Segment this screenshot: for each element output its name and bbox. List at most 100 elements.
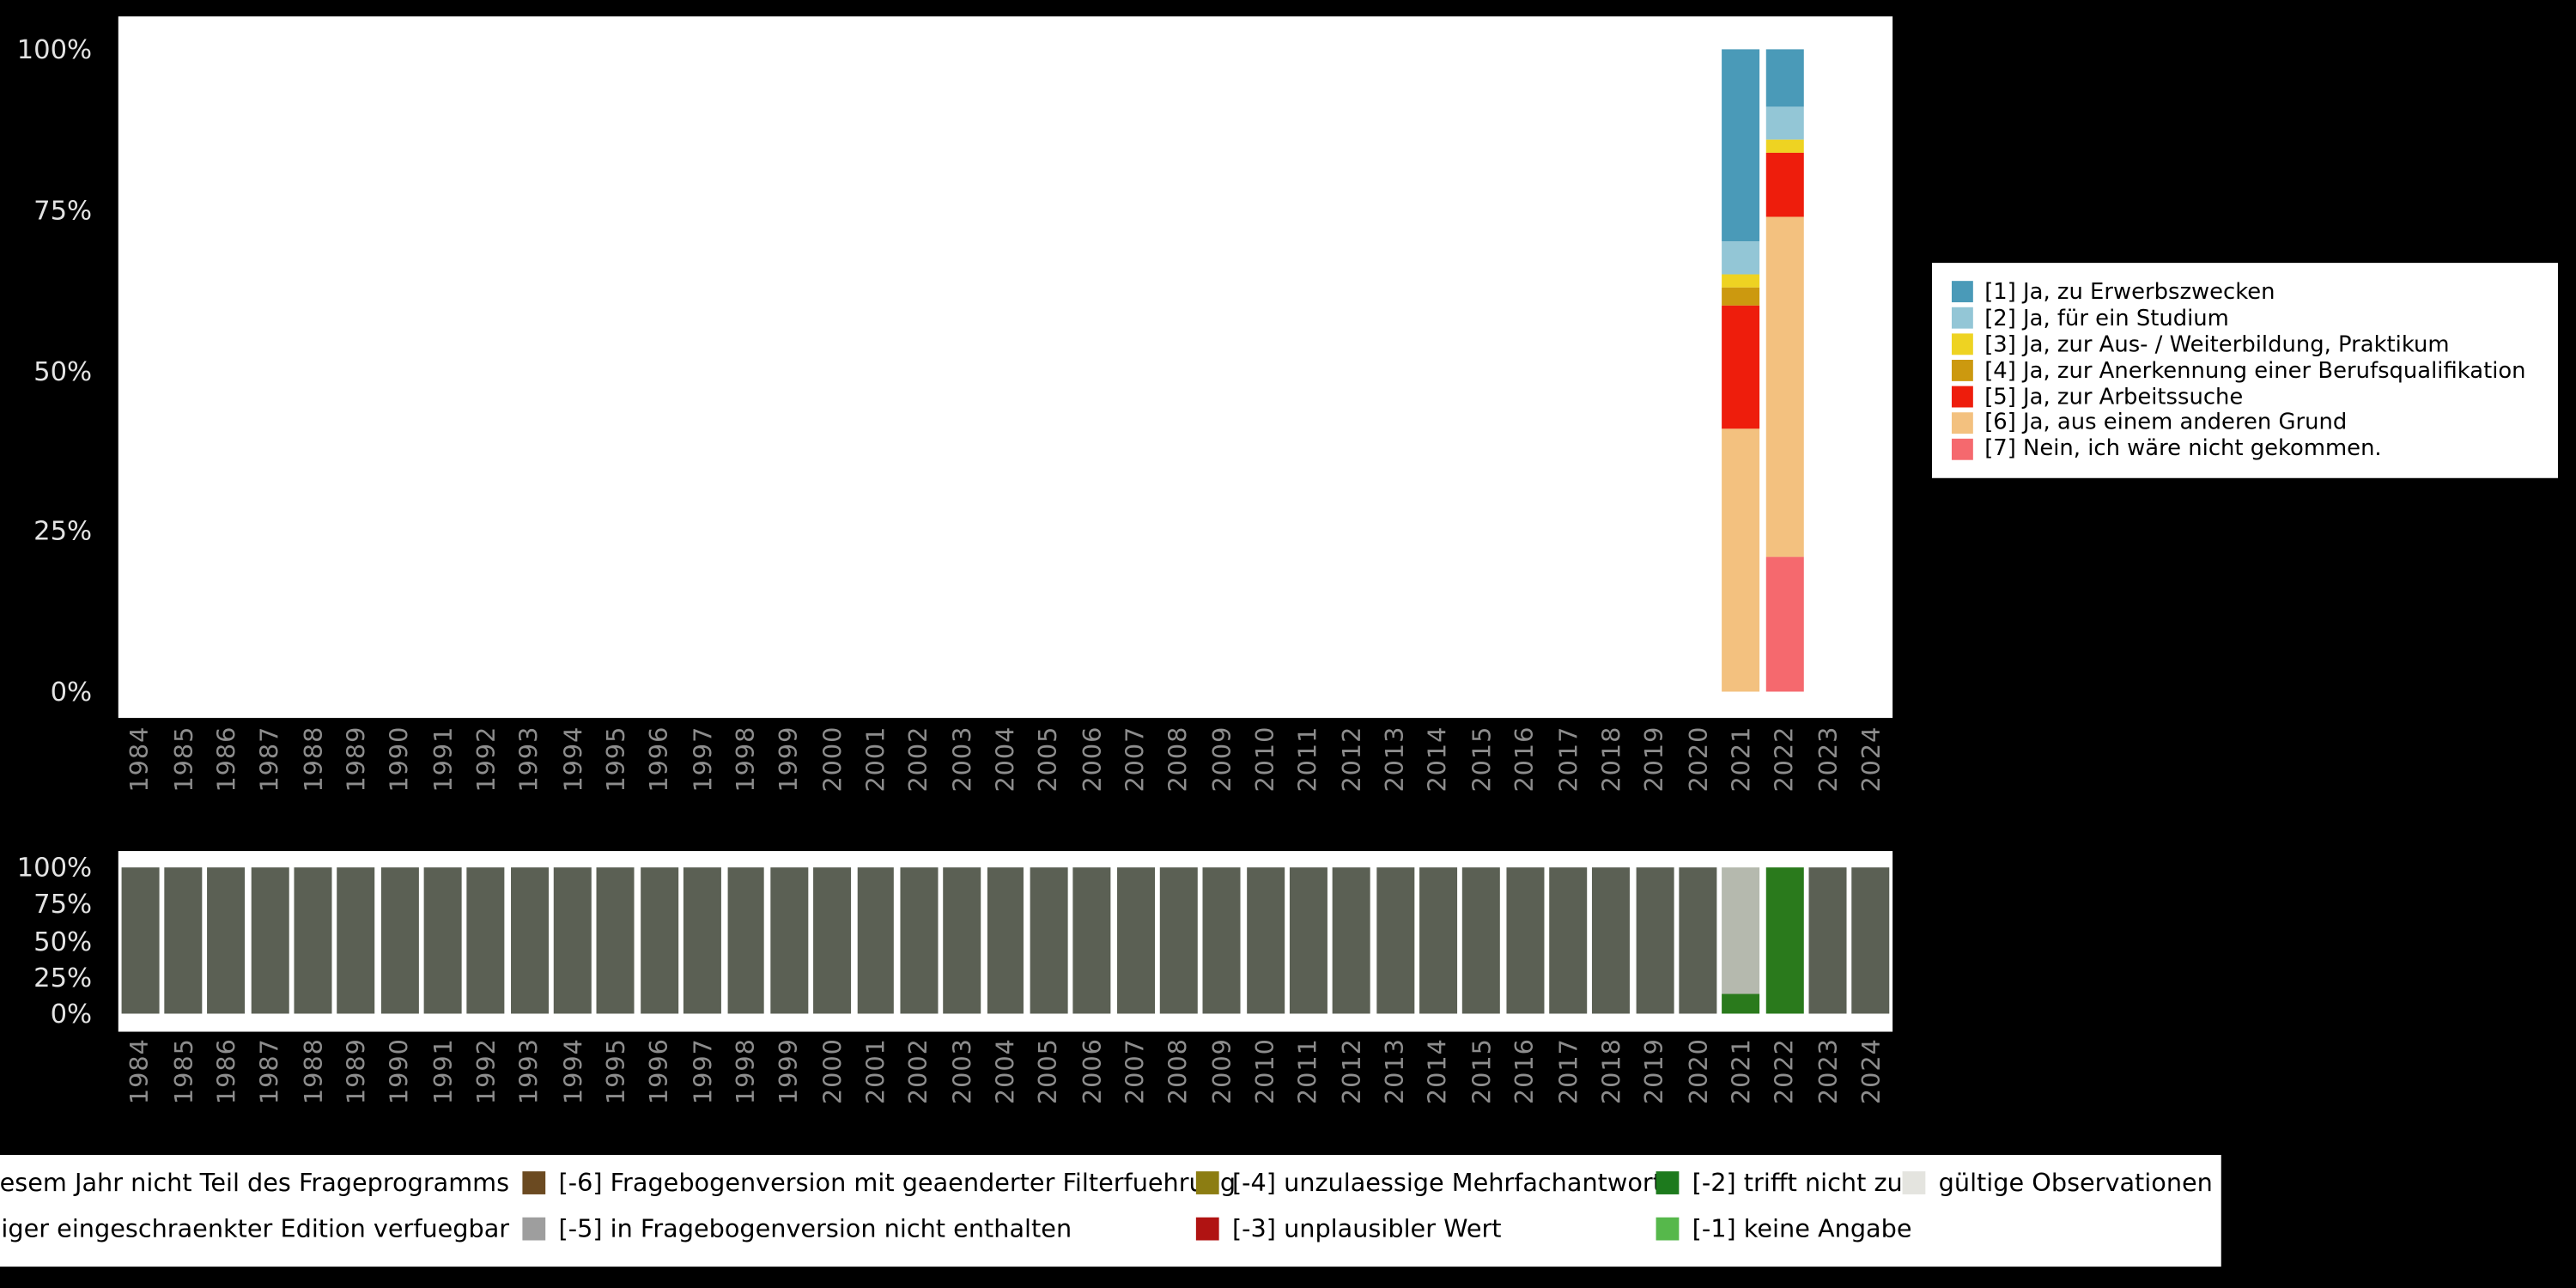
bar-slot-1993: [507, 867, 550, 1013]
x-tick-label: 1988: [298, 726, 327, 793]
legend-item-label: [2] Ja, für ein Studium: [1984, 306, 2229, 332]
x-tick-slot: 1988: [291, 1038, 334, 1130]
x-tick-slot: 1988: [291, 726, 334, 818]
x-tick-slot: 2024: [1850, 1038, 1893, 1130]
x-tick-label: 1997: [688, 1038, 717, 1104]
x-tick-slot: 2020: [1676, 726, 1719, 818]
x-tick-slot: 1992: [465, 726, 507, 818]
bar-slot-2006: [1071, 49, 1114, 691]
bar-slot-2018: [1589, 867, 1632, 1013]
x-tick-label: 2012: [1337, 726, 1366, 793]
bar-slot-2014: [1417, 867, 1460, 1013]
x-tick-label: 2005: [1034, 1038, 1063, 1104]
missings-legend-label: [-3] unplausibler Wert: [1232, 1214, 1502, 1243]
x-tick-label: 1995: [601, 1038, 630, 1104]
bar-segment-notinprogram: [1636, 867, 1674, 1013]
bar-slot-2004: [984, 867, 1027, 1013]
legend-color-swatch-icon: [1952, 360, 1973, 381]
bar-slot-1993: [507, 49, 550, 691]
x-tick-label: 1993: [514, 1038, 544, 1104]
y-tick-label: 25%: [0, 962, 92, 993]
x-tick-slot: 2022: [1763, 1038, 1806, 1130]
stacked-bar-2002: [900, 867, 938, 1013]
bar-segment-1: [1765, 49, 1803, 106]
x-tick-slot: 1991: [422, 726, 465, 818]
x-tick-label: 2014: [1424, 1038, 1453, 1104]
stacked-bar-1984: [121, 867, 159, 1013]
stacked-bar-1989: [337, 867, 375, 1013]
bar-segment-notinprogram: [554, 867, 592, 1013]
bar-segment-3: [1722, 274, 1760, 287]
legend-color-swatch-icon: [1952, 334, 1973, 355]
missings-legend: in diesem Jahr nicht Teil des Frageprogr…: [0, 1155, 2221, 1267]
x-tick-label: 1997: [688, 726, 717, 793]
bar-slot-1999: [768, 867, 811, 1013]
bar-slot-2001: [854, 49, 897, 691]
x-tick-label: 2013: [1380, 1038, 1409, 1104]
stacked-bar-2013: [1376, 867, 1414, 1013]
x-tick-label: 1999: [775, 1038, 804, 1104]
bar-segment-notinprogram: [251, 867, 289, 1013]
bar-slot-1986: [205, 49, 248, 691]
legend-item: [2] Ja, für ein Studium: [1952, 306, 2551, 331]
x-tick-label: 2018: [1596, 1038, 1625, 1104]
legend-color-swatch-icon: [1952, 282, 1973, 303]
missings-bars: [118, 867, 1893, 1013]
bar-slot-1984: [118, 49, 161, 691]
bar-segment-notinprogram: [1290, 867, 1327, 1013]
x-tick-label: 1988: [298, 1038, 327, 1104]
x-tick-slot: 2018: [1589, 726, 1632, 818]
stacked-bar-2012: [1333, 867, 1370, 1013]
bar-slot-2006: [1071, 867, 1114, 1013]
bar-slot-1990: [378, 49, 421, 691]
x-tick-slot: 1986: [205, 1038, 248, 1130]
bar-slot-2005: [1027, 49, 1070, 691]
bar-segment-notinprogram: [1419, 867, 1457, 1013]
bar-segment-notinprogram: [1030, 867, 1067, 1013]
bar-slot-1997: [681, 867, 724, 1013]
bar-segment-notinprogram: [727, 867, 765, 1013]
x-tick-label: 2010: [1250, 1038, 1279, 1104]
bar-slot-1989: [335, 49, 378, 691]
missings-legend-label: [-1] keine Angabe: [1692, 1214, 1912, 1243]
bar-slot-1998: [724, 867, 767, 1013]
x-tick-slot: 2010: [1243, 1038, 1286, 1130]
x-tick-label: 1986: [212, 1038, 241, 1104]
y-tick-label: 100%: [0, 33, 92, 64]
x-tick-label: 1986: [212, 726, 241, 793]
x-tick-label: 2024: [1856, 726, 1886, 793]
y-tick-label: 100%: [0, 852, 92, 883]
bar-slot-2020: [1676, 867, 1719, 1013]
x-tick-slot: 1997: [681, 1038, 724, 1130]
legend-item: [6] Ja, aus einem anderen Grund: [1952, 410, 2551, 435]
bar-slot-2023: [1806, 867, 1849, 1013]
bar-segment-notinprogram: [164, 867, 202, 1013]
x-tick-slot: 1994: [551, 1038, 594, 1130]
x-tick-slot: 1995: [594, 1038, 637, 1130]
bar-segment-5: [1722, 307, 1760, 428]
x-tick-slot: 1999: [768, 1038, 811, 1130]
stacked-bar-2015: [1462, 867, 1500, 1013]
stacked-bar-1992: [467, 867, 505, 1013]
x-tick-slot: 2018: [1589, 1038, 1632, 1130]
bar-segment-notinprogram: [1593, 867, 1631, 1013]
bar-slot-1998: [724, 49, 767, 691]
x-tick-slot: 1998: [724, 726, 767, 818]
x-tick-slot: 1998: [724, 1038, 767, 1130]
missings-y-axis: 100%75%50%25%0%: [0, 867, 105, 1013]
legend-item: [3] Ja, zur Aus- / Weiterbildung, Prakti…: [1952, 331, 2551, 357]
bar-segment-notinprogram: [987, 867, 1024, 1013]
stacked-bar-1985: [164, 867, 202, 1013]
x-tick-label: 1991: [428, 1038, 458, 1104]
x-tick-label: 2011: [1294, 1038, 1323, 1104]
x-tick-slot: 1995: [594, 726, 637, 818]
x-tick-slot: 2010: [1243, 726, 1286, 818]
x-tick-slot: 2017: [1546, 726, 1589, 818]
x-tick-slot: 1989: [335, 726, 378, 818]
bar-segment-notinprogram: [813, 867, 851, 1013]
stacked-bar-2016: [1506, 867, 1544, 1013]
x-tick-label: 2022: [1770, 726, 1799, 793]
bar-slot-2017: [1546, 49, 1589, 691]
bar-slot-1999: [768, 49, 811, 691]
y-tick-label: 0%: [0, 998, 92, 1029]
